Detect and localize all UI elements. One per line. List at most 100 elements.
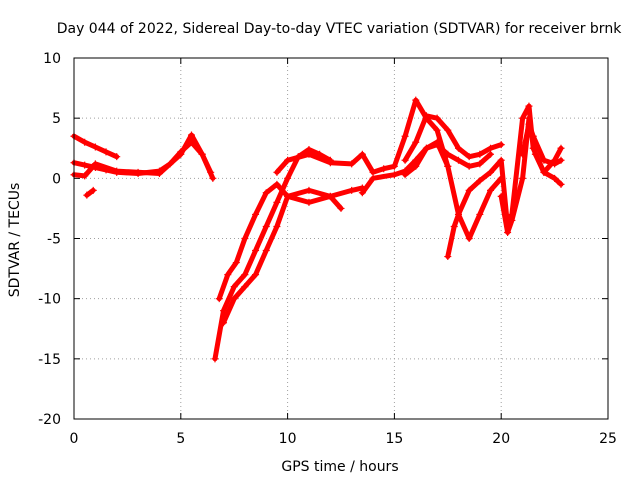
chart-title: Day 044 of 2022, Sidereal Day-to-day VTE… [57,21,622,37]
data-series [70,96,565,363]
series-track-12 [444,102,565,261]
data-point [305,150,313,158]
data-point [215,295,223,303]
data-point [465,153,473,161]
data-point [89,186,97,194]
data-point [102,148,110,156]
data-point [519,150,527,158]
data-point [487,144,495,152]
series-track-10 [401,112,505,164]
data-point [273,168,281,176]
data-point [531,150,539,158]
data-point [422,144,430,152]
data-point [476,177,484,185]
data-point [433,141,441,149]
data-point [487,150,495,158]
y-tick-label: -10 [38,292,61,308]
data-point [444,126,452,134]
x-tick-label: 0 [70,431,79,447]
x-tick-label: 25 [599,431,617,447]
data-point [487,168,495,176]
data-point [209,174,217,182]
data-point [220,319,228,327]
data-point [465,186,473,194]
series-track-8 [273,96,452,176]
data-point [390,171,398,179]
x-tick-label: 20 [492,431,510,447]
data-point [454,144,462,152]
data-point [412,96,420,104]
x-tick-label: 5 [176,431,185,447]
data-point [155,170,163,178]
data-point [433,126,441,134]
series-track-11 [401,141,495,179]
data-point [113,153,121,161]
data-point [433,114,441,122]
series-line [212,147,333,362]
data-point [465,235,473,242]
data-point [230,295,238,303]
data-point [273,198,281,206]
x-tick-label: 15 [385,431,403,447]
data-point [337,204,345,212]
series-line [84,187,96,198]
data-point [305,186,313,194]
series-line [402,113,504,163]
data-point [273,222,281,230]
data-point [557,180,565,188]
data-point [444,162,452,170]
data-point [252,210,260,218]
data-point [476,160,484,168]
data-point [487,186,495,194]
data-point [326,192,334,200]
data-point [529,132,537,140]
data-point [476,150,484,158]
data-point [450,222,458,230]
data-point [525,114,533,122]
data-point [252,247,260,255]
data-point [262,189,270,197]
data-point [91,143,99,151]
series-line [216,181,365,302]
data-point [504,228,512,236]
data-point [220,307,228,315]
data-point [401,156,409,164]
x-tick-label: 10 [279,431,297,447]
data-point [187,131,195,139]
data-point [551,174,559,182]
data-point [177,150,185,158]
data-point [497,141,505,149]
data-point [262,247,270,255]
data-point [525,120,533,128]
data-point [412,138,420,146]
data-point [284,192,292,200]
series-line [274,97,451,175]
data-point [348,186,356,194]
data-point [401,171,409,179]
data-point [305,198,313,206]
data-point [284,156,292,164]
data-point [91,160,99,168]
data-point [540,168,548,176]
data-point [465,162,473,170]
data-point [390,162,398,170]
data-point [358,150,366,158]
x-axis-label: GPS time / hours [281,459,398,475]
data-point [284,174,292,182]
data-point [232,259,240,267]
data-point [525,102,533,110]
data-point [358,189,366,197]
y-tick-label: -20 [38,412,61,428]
data-point [497,156,505,164]
series-track-5 [211,145,334,363]
data-point [369,174,377,182]
data-point [519,174,527,182]
data-point [380,165,388,173]
data-point [81,161,89,169]
data-point [273,180,281,188]
data-point [454,210,462,218]
series-track-14 [519,120,565,168]
data-point [224,271,232,279]
data-point [444,150,452,158]
